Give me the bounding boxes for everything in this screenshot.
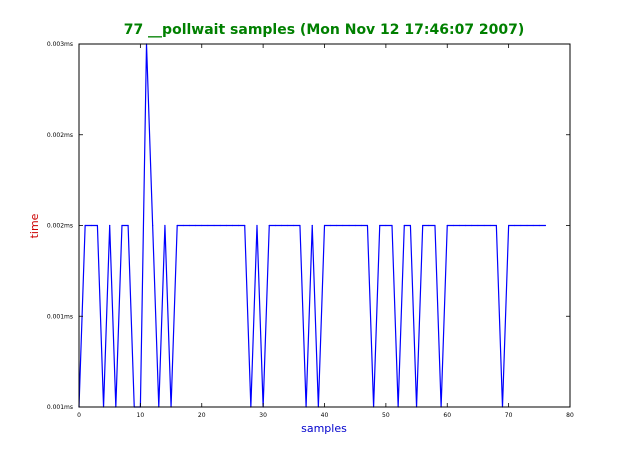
data-point [422, 224, 424, 227]
data-point [293, 224, 295, 227]
data-point [323, 224, 326, 227]
data-point [84, 224, 86, 227]
data-point [526, 224, 528, 227]
y-tick-label: 0.001ms [47, 313, 73, 320]
data-point [231, 224, 234, 227]
data-point [385, 224, 387, 227]
data-point [219, 224, 221, 227]
data-point [483, 224, 485, 227]
data-point [96, 224, 99, 227]
data-point [287, 224, 289, 227]
y-tick-label: 0.003ms [47, 41, 73, 48]
data-point [330, 224, 332, 227]
data-point [299, 224, 301, 227]
data-point [391, 224, 393, 227]
data-point [109, 224, 111, 227]
data-point [237, 224, 240, 227]
data-point [471, 224, 473, 227]
x-tick-label: 80 [566, 412, 574, 419]
data-point [164, 224, 166, 227]
x-axis-label: samples [301, 422, 347, 435]
y-tick-label: 0.001ms [47, 404, 73, 411]
data-point [489, 224, 491, 227]
data-point [311, 224, 313, 227]
data-point [90, 224, 92, 227]
x-tick-label: 50 [382, 412, 390, 419]
data-point [127, 224, 129, 227]
x-axis-ticks: 0 10 20 30 40 50 60 70 80 [77, 44, 574, 419]
data-point [465, 224, 467, 227]
data-point [514, 224, 516, 227]
data-point [207, 224, 209, 227]
data-point [342, 224, 344, 227]
data-point [434, 224, 436, 227]
data-point [268, 224, 270, 227]
data-point [544, 224, 547, 227]
data-point [188, 224, 191, 227]
data-point [495, 224, 497, 227]
data-point [213, 224, 215, 227]
x-tick-label: 70 [505, 412, 513, 419]
y-axis-label: time [28, 213, 41, 238]
data-point [354, 224, 356, 227]
plot-area [78, 43, 571, 408]
x-tick-label: 20 [198, 412, 206, 419]
data-point [538, 224, 540, 227]
x-tick-label: 60 [443, 412, 451, 419]
data-point [520, 224, 522, 227]
data-point [201, 224, 203, 227]
data-point [477, 224, 479, 227]
data-point [458, 224, 461, 227]
data-point [274, 224, 276, 227]
data-point [508, 224, 510, 227]
x-tick-label: 40 [321, 412, 329, 419]
data-point [348, 224, 350, 227]
data-point [121, 224, 123, 227]
data-point [403, 224, 405, 227]
data-point [195, 224, 197, 227]
y-tick-label: 0.002ms [47, 223, 73, 230]
y-axis-ticks: 0.001ms 0.001ms 0.002ms 0.002ms 0.003ms [47, 41, 570, 411]
x-tick-label: 30 [259, 412, 267, 419]
chart-title: 77 __pollwait samples (Mon Nov 12 17:46:… [124, 22, 525, 38]
data-point [366, 224, 369, 227]
data-point [428, 224, 430, 227]
data-point [532, 224, 534, 227]
data-point [256, 224, 258, 227]
data-point [452, 224, 454, 227]
x-tick-label: 10 [137, 412, 145, 419]
data-point [176, 224, 178, 227]
data-point [182, 224, 184, 227]
data-point [225, 224, 227, 227]
data-point [244, 224, 246, 227]
data-point [379, 224, 381, 227]
data-point [360, 224, 362, 227]
y-tick-label: 0.002ms [47, 132, 73, 139]
data-point [280, 224, 283, 227]
data-point [336, 224, 338, 227]
data-point [446, 224, 448, 227]
data-point [409, 224, 412, 227]
x-tick-label: 0 [77, 412, 81, 419]
data-point [152, 224, 154, 227]
